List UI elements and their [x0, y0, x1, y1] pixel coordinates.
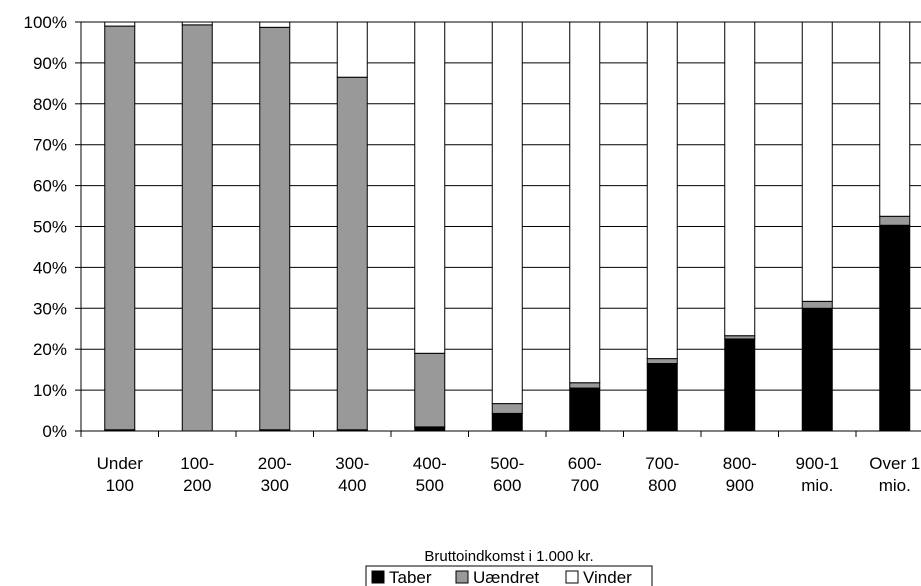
bar-segment-taber	[491, 412, 523, 432]
bar-segment-vinder	[336, 21, 368, 78]
x-tick-label: Under 100	[97, 454, 144, 495]
bar-segment-vinder	[414, 21, 446, 354]
bar-segment-uændret	[181, 24, 213, 432]
bar-segment-taber	[646, 363, 678, 432]
y-tick-label: 40%	[33, 258, 67, 277]
y-tick-label: 50%	[33, 218, 67, 237]
axes	[75, 21, 921, 437]
legend: Taber Uændret Vinder	[365, 565, 653, 586]
y-tick-label: 90%	[33, 54, 67, 73]
y-tick-label: 60%	[33, 177, 67, 196]
bar-segment-vinder	[801, 21, 833, 302]
bar-segment-uændret	[801, 300, 833, 309]
bar-segment-vinder	[569, 21, 601, 384]
bar-segment-vinder	[259, 21, 291, 28]
x-tick-label: 300-400	[335, 454, 369, 495]
bar-segment-uændret	[569, 382, 601, 389]
legend-swatch-uændret	[455, 570, 469, 584]
bar-segment-vinder	[104, 21, 136, 27]
legend-box	[365, 565, 653, 586]
bar-segment-taber	[879, 224, 911, 432]
legend-swatch-vinder	[565, 570, 579, 584]
bar-segment-vinder	[181, 21, 213, 26]
bar-segment-taber	[724, 338, 756, 432]
x-tick-label: 900-1 mio.	[796, 454, 839, 495]
y-tick-label: 30%	[33, 299, 67, 318]
bar-segment-taber	[801, 307, 833, 432]
legend-label-vinder: Vinder	[583, 568, 632, 586]
bar-segment-vinder	[646, 21, 678, 360]
y-tick-label: 0%	[42, 422, 67, 441]
y-tick-label: 80%	[33, 95, 67, 114]
x-tick-labels: Under 100 100-200 200-300 300-400 400-500 500-…	[97, 454, 921, 495]
y-tick-label: 70%	[33, 136, 67, 155]
bars	[104, 21, 911, 432]
x-tick-label: 200-300	[258, 454, 292, 495]
bar-segment-vinder	[724, 21, 756, 337]
bar-segment-uændret	[104, 25, 136, 431]
bar-segment-uændret	[646, 358, 678, 365]
legend-swatch-taber	[371, 570, 385, 584]
legend-label-taber: Taber	[389, 568, 432, 586]
x-tick-label: 100-200	[180, 454, 214, 495]
x-tick-label: 600-700	[568, 454, 602, 495]
bar-segment-uændret	[336, 76, 368, 431]
x-tick-label: 700-800	[645, 454, 679, 495]
y-tick-label: 100%	[24, 13, 67, 32]
bar-segment-vinder	[491, 21, 523, 405]
legend-label-uændret: Uændret	[473, 568, 539, 586]
bar-segment-taber	[569, 387, 601, 432]
bar-segment-uændret	[491, 403, 523, 414]
x-tick-label: 800-900	[723, 454, 757, 495]
bar-segment-vinder	[879, 21, 911, 217]
bar-segment-uændret	[414, 352, 446, 428]
bar-segment-uændret	[879, 215, 911, 226]
x-tick-label: 400-500	[413, 454, 447, 495]
bar-segment-uændret	[259, 26, 291, 431]
y-tick-label: 10%	[33, 381, 67, 400]
x-tick-label: 500-600	[490, 454, 524, 495]
x-tick-label: Over 1 mio.	[869, 454, 920, 495]
y-tick-label: 20%	[33, 340, 67, 359]
x-axis-title: Bruttoindkomst i 1.000 kr.	[424, 548, 593, 565]
bar-segment-taber	[414, 426, 446, 432]
y-tick-labels: 0% 10% 20% 30% 40% 50% 60% 70% 80% 90% 100%	[24, 13, 67, 441]
